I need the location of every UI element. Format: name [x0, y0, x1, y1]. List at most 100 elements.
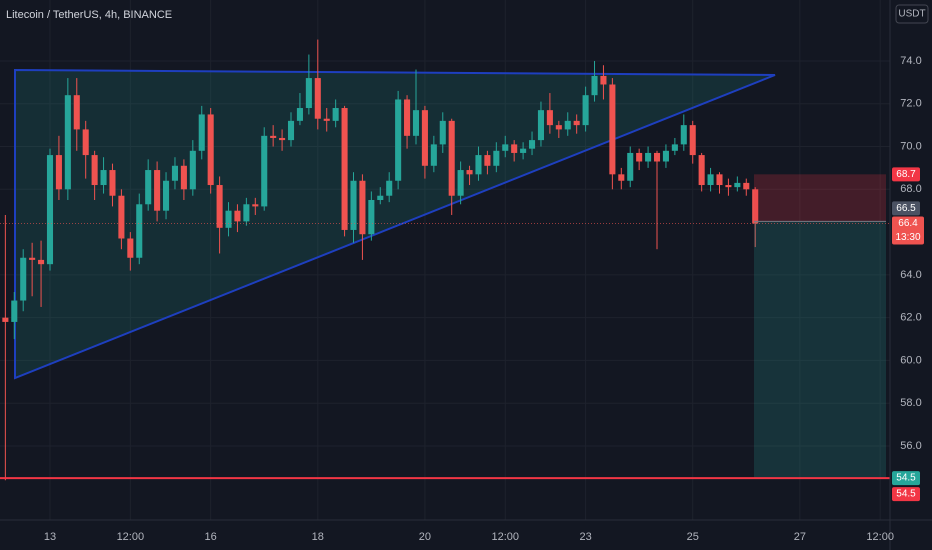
candle-body: [243, 204, 250, 222]
candle-body: [743, 182, 750, 190]
y-tick-label: 68.0: [900, 183, 921, 195]
stop-label: 68.7: [896, 169, 916, 180]
candle-body: [314, 78, 321, 119]
stop-label-bg: [892, 167, 920, 182]
candle-body: [582, 95, 589, 126]
candle-body: [439, 120, 446, 145]
target-zone: [754, 221, 886, 479]
candle-body: [653, 152, 661, 162]
candle-body: [564, 120, 571, 130]
candle-body: [698, 155, 705, 186]
candle-body: [537, 110, 544, 141]
overlay: [0, 174, 890, 480]
candle-body: [555, 125, 562, 130]
candle-body: [448, 120, 455, 196]
candle-body: [359, 180, 366, 235]
y-tick-label: 60.0: [900, 354, 921, 366]
candle-body: [145, 170, 152, 205]
x-tick-label: 20: [419, 531, 431, 543]
candle-body: [270, 135, 277, 138]
y-tick-label: 72.0: [900, 98, 921, 110]
candle-body: [609, 84, 616, 175]
candle-body: [412, 110, 420, 136]
candle-body: [20, 257, 27, 301]
candle-body: [225, 210, 232, 228]
candle-body: [493, 150, 500, 166]
y-tick-label: 74.0: [900, 55, 921, 67]
currency: USDT: [898, 9, 925, 20]
target-label-bg: [892, 471, 920, 486]
candle-body: [430, 144, 437, 166]
x-tick-label: 16: [205, 531, 217, 543]
candle-body: [287, 120, 295, 141]
candle-body: [520, 148, 527, 153]
candle-body: [511, 144, 518, 153]
candle-body: [323, 118, 330, 121]
last-price-bg: [892, 216, 924, 245]
candle-body: [591, 75, 598, 96]
candle-body: [189, 150, 196, 190]
candle-body: [752, 189, 759, 224]
candle-body: [127, 238, 134, 258]
line-label: 54.5: [896, 489, 916, 500]
candle-body: [618, 174, 625, 181]
candle-body: [64, 95, 71, 190]
candle-body: [600, 75, 607, 85]
candle-body: [466, 170, 473, 175]
stop-zone: [754, 174, 886, 222]
candle-body: [716, 174, 723, 186]
candle-body: [734, 182, 741, 188]
candle-body: [350, 180, 357, 230]
candle-body: [502, 144, 509, 151]
x-tick-label: 12:00: [866, 531, 894, 543]
candle-body: [296, 108, 303, 121]
candle-body: [386, 180, 393, 196]
candle-body: [163, 180, 170, 211]
candle-body: [38, 259, 45, 265]
y-tick-label: 62.0: [900, 312, 921, 324]
candle-body: [341, 108, 348, 230]
candle-body: [29, 257, 36, 260]
x-tick-label: 23: [579, 531, 591, 543]
last-price-label: 66.4: [898, 218, 918, 229]
candle-body: [475, 155, 482, 175]
candle-body: [627, 152, 634, 181]
candle-body: [198, 114, 205, 151]
candle-body: [100, 170, 107, 186]
y-tick-label: 64.0: [900, 269, 921, 281]
candles: [2, 39, 759, 481]
candle-body: [546, 110, 553, 126]
candle-body: [91, 155, 98, 186]
candle-body: [11, 300, 18, 322]
y-tick-label: 58.0: [900, 397, 921, 409]
chart-title: Litecoin / TetherUS, 4h, BINANCE: [6, 9, 172, 21]
x-tick-label: 13: [44, 531, 56, 543]
candle-body: [529, 140, 536, 149]
candle-body: [180, 165, 187, 190]
candle-body: [55, 155, 62, 190]
candle-body: [118, 195, 125, 239]
currency-box[interactable]: [895, 4, 929, 24]
candle-body: [368, 200, 375, 235]
candle-body: [207, 114, 214, 186]
candle-body: [636, 152, 643, 162]
candle-body: [671, 144, 678, 151]
countdown: 13:30: [895, 232, 920, 243]
candle-body: [109, 170, 116, 196]
y-tick-label: 56.0: [900, 440, 921, 452]
candle-body: [332, 108, 339, 121]
candle-body: [73, 95, 80, 130]
candle-body: [645, 152, 652, 162]
candle-body: [136, 204, 143, 258]
x-tick-label: 12:00: [117, 531, 145, 543]
candle-body: [171, 165, 178, 181]
candle-body: [261, 135, 268, 207]
y-tick-label: 70.0: [900, 140, 921, 152]
line-label-bg: [892, 487, 920, 502]
candle-body: [689, 125, 696, 156]
x-tick-label: 18: [312, 531, 324, 543]
candle-body: [395, 99, 402, 181]
candle-body: [680, 125, 687, 145]
target-label: 54.5: [896, 473, 916, 484]
